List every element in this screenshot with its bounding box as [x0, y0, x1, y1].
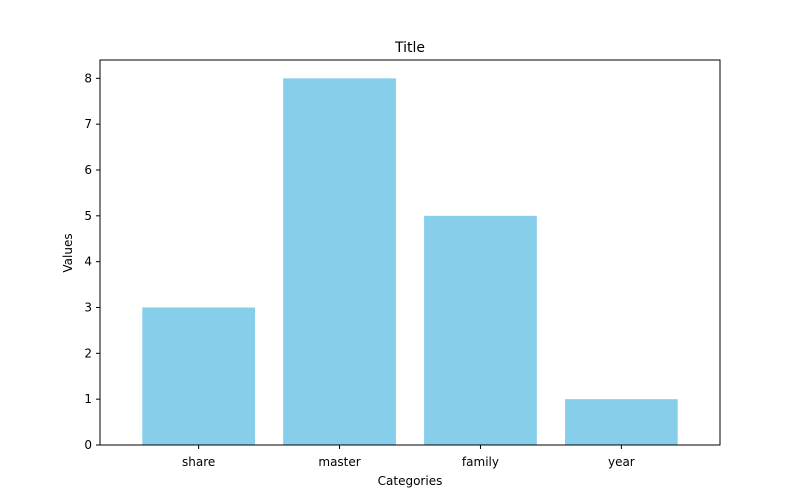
- x-axis-label: Categories: [378, 474, 443, 488]
- y-tick-label: 0: [84, 438, 92, 452]
- y-tick-label: 5: [84, 209, 92, 223]
- y-tick-label: 7: [84, 117, 92, 131]
- y-tick-label: 3: [84, 301, 92, 315]
- y-tick-label: 4: [84, 255, 92, 269]
- chart-title: Title: [394, 40, 425, 56]
- y-tick-label: 6: [84, 163, 92, 177]
- bar-share: [142, 307, 255, 445]
- y-axis-label: Values: [61, 233, 75, 272]
- y-tick-label: 8: [84, 71, 92, 85]
- x-axis: share master family year: [182, 445, 635, 469]
- x-tick-label: master: [318, 455, 360, 469]
- bar-year: [565, 399, 678, 445]
- bar-family: [424, 215, 537, 445]
- x-tick-label: family: [462, 455, 499, 469]
- y-axis: 0 1 2 3 4 5 6 7 8: [84, 71, 100, 452]
- bars-layer: [142, 78, 678, 445]
- plot-area-frame: [99, 59, 721, 446]
- x-tick-label: year: [608, 455, 635, 469]
- bar-master: [283, 78, 396, 445]
- y-tick-label: 2: [84, 346, 92, 360]
- x-tick-label: share: [182, 455, 215, 469]
- y-tick-label: 1: [84, 392, 92, 406]
